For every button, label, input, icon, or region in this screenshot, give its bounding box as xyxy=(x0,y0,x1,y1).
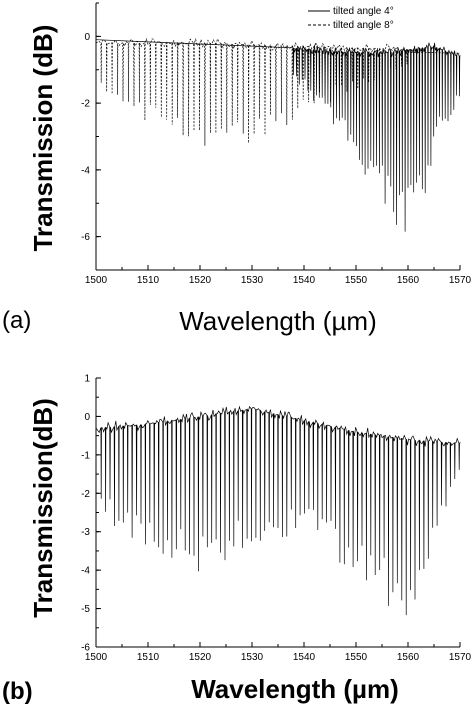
legend-label-8deg: tilted angle 8° xyxy=(333,20,394,31)
x-tick-label: 1570 xyxy=(449,275,472,286)
y-tick-label: -3 xyxy=(81,527,90,538)
y-tick-label: -4 xyxy=(81,165,90,176)
y-tick-label: -2 xyxy=(81,99,90,110)
x-tick-label: 1540 xyxy=(293,652,316,663)
series-line-1 xyxy=(95,405,461,616)
y-tick-label: -6 xyxy=(81,232,90,243)
x-tick-label: 1530 xyxy=(241,652,264,663)
x-tick-label: 1550 xyxy=(345,275,368,286)
y-tick-label: 0 xyxy=(84,32,90,43)
x-tick-label: 1560 xyxy=(397,275,420,286)
panel-a: 1500 1510 1520 1530 1540 1550 1560 15700-2-4-6 … xyxy=(2,2,472,336)
x-tick-label: 1560 xyxy=(397,652,420,663)
x-tick-label: 1520 xyxy=(189,275,212,286)
x-tick-label: 1540 xyxy=(293,275,316,286)
y-tick-label: -1 xyxy=(81,450,90,461)
panel-a-legend: tilted angle 4° tilted angle 8° xyxy=(308,6,394,31)
panel-b-plot-area: 1500 1510 1520 1530 1540 1550 1560 1570 1 0 -1 -2 -3… xyxy=(81,374,471,664)
panel-b: 1500 1510 1520 1530 1540 1550 1560 1570 1 0 -1 -2 -3… xyxy=(2,374,472,705)
panel-a-label: (a) xyxy=(2,307,31,334)
x-tick-label: 1550 xyxy=(345,652,368,663)
y-tick-label: -6 xyxy=(81,643,90,654)
legend-label-4deg: tilted angle 4° xyxy=(333,6,394,17)
series-line-2 xyxy=(95,37,461,146)
panel-a-ylabel: Transmission (dB) xyxy=(28,25,58,252)
x-tick-label: 1510 xyxy=(137,652,160,663)
panel-b-label: (b) xyxy=(2,678,33,705)
y-tick-label: 0 xyxy=(84,412,90,423)
panel-a-plot-area: 1500 1510 1520 1530 1540 1550 1560 1570 0 -2 -4 -6 xyxy=(81,2,472,286)
panel-b-ylabel: Transmission(dB) xyxy=(28,398,58,618)
x-tick-label: 1570 xyxy=(449,652,472,663)
y-tick-label: -2 xyxy=(81,489,90,500)
x-tick-label: 1500 xyxy=(85,275,108,286)
x-tick-label: 1520 xyxy=(189,652,212,663)
x-tick-label: 1530 xyxy=(241,275,264,286)
y-tick-label: -4 xyxy=(81,566,90,577)
y-tick-label: -5 xyxy=(81,604,90,615)
panel-b-xlabel: Wavelength (µm) xyxy=(191,674,399,704)
x-tick-label: 1500 xyxy=(85,652,108,663)
y-tick-label: 1 xyxy=(84,374,90,385)
x-tick-label: 1510 xyxy=(137,275,160,286)
series-line-1 xyxy=(95,39,461,232)
panel-a-xlabel: Wavelength (µm) xyxy=(179,306,377,336)
